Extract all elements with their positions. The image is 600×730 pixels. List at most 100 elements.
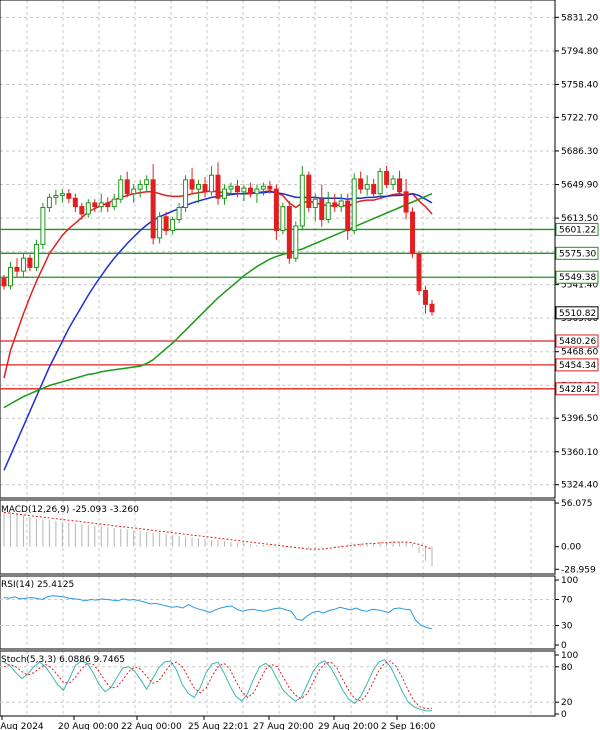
bear-candle — [384, 171, 390, 185]
level-label-box — [555, 382, 599, 396]
level-label-box — [555, 358, 599, 372]
bear-candle — [14, 266, 20, 272]
bull-candle — [111, 198, 117, 208]
gridlines — [0, 0, 555, 716]
stoch-tick-label: 100 — [561, 651, 578, 661]
rsi-tick-label: 70 — [561, 596, 573, 606]
bull-candle — [7, 266, 13, 287]
support-resistance-levels — [0, 228, 555, 390]
bear-candle — [332, 202, 338, 208]
bear-candle — [247, 187, 253, 195]
bear-candle — [345, 200, 351, 232]
bull-candle — [299, 174, 305, 227]
bull-candle — [59, 193, 65, 197]
price-tick-label: 5794.80 — [561, 47, 598, 57]
price-tick-label: 5396.50 — [561, 414, 598, 424]
bear-candle — [286, 206, 292, 259]
bear-candle — [403, 191, 409, 213]
price-frame — [0, 0, 556, 499]
macd-label: MACD(12,26,9) -25.093 -3.260 — [1, 505, 139, 515]
current-price-box — [555, 306, 599, 320]
stoch-tick-label: 0 — [561, 710, 567, 720]
moving-average-line — [3, 193, 433, 409]
bear-candle — [319, 198, 325, 220]
bear-candle — [202, 183, 208, 193]
rsi-panel: 100 70 30 0 — [0, 576, 578, 651]
price-tick-label: 5649.90 — [561, 181, 598, 191]
bull-candle — [209, 174, 215, 193]
bull-candle — [183, 179, 189, 208]
level-label: 5428.42 — [559, 385, 596, 395]
stoch-tick-label: 80 — [561, 663, 573, 673]
macd-tick-label: -28.959 — [561, 565, 596, 575]
bull-candle — [293, 225, 299, 259]
level-label-box — [555, 334, 599, 348]
price-tick-label: 5541.40 — [561, 281, 598, 291]
price-tick-label: 5324.40 — [561, 481, 598, 491]
bull-candle — [351, 178, 357, 232]
time-tick-label: 20 Aug 00:00 — [58, 722, 119, 730]
bear-candle — [423, 290, 429, 305]
bull-candle — [98, 202, 104, 208]
level-label-box — [555, 270, 599, 284]
moving-averages — [3, 190, 433, 471]
bear-candle — [410, 211, 416, 255]
bull-candle — [338, 200, 344, 208]
moving-average-line — [3, 191, 433, 471]
bear-candle — [92, 202, 98, 208]
macd-tick-label: 0.00 — [561, 543, 581, 553]
macd-tick-label: 56.075 — [561, 499, 593, 509]
bull-candle — [221, 188, 227, 199]
bear-candle — [189, 179, 195, 190]
time-tick-label: 22 Aug 00:00 — [121, 722, 182, 730]
bear-candle — [267, 185, 273, 190]
bear-candle — [27, 257, 33, 268]
bull-candle — [325, 202, 331, 220]
bull-candle — [137, 183, 143, 190]
bear-candle — [66, 193, 72, 199]
bear-candle — [416, 253, 422, 292]
time-tick-label: 27 Aug 20:00 — [253, 722, 314, 730]
rsi-tick-label: 100 — [561, 576, 578, 586]
time-tick-label: 16 Aug 2024 — [0, 722, 44, 730]
time-tick-label: 25 Aug 22:01 — [188, 722, 249, 730]
rsi-tick-label: 0 — [561, 641, 567, 651]
bull-candle — [33, 243, 39, 268]
bull-candle — [131, 188, 137, 195]
bull-candle — [390, 178, 396, 185]
bull-candle — [260, 185, 266, 190]
stoch-frame — [0, 650, 556, 717]
level-label: 5575.30 — [559, 249, 596, 259]
time-tick-label: 2 Sep 16:00 — [381, 722, 436, 730]
level-label: 5480.26 — [559, 337, 596, 347]
bull-candle — [85, 202, 91, 215]
macd-panel: 56.075 0.00 -28.959 — [3, 499, 596, 575]
time-tick-label: 29 Aug 20:00 — [318, 722, 379, 730]
bear-candle — [79, 206, 85, 215]
panel-frames — [0, 0, 556, 717]
bear-candle — [72, 197, 78, 208]
price-tick-label: 5722.70 — [561, 113, 598, 123]
bull-candle — [40, 207, 46, 245]
price-tick-label: 5758.40 — [561, 80, 598, 90]
bull-candle — [254, 188, 260, 195]
macd-frame — [0, 499, 556, 575]
bull-candle — [46, 196, 52, 209]
bear-candle — [150, 179, 156, 239]
bull-candle — [312, 198, 318, 208]
stoch-label: Stoch(5,3,3) 6.0886 9.7465 — [1, 655, 125, 665]
stoch-tick-label: 20 — [561, 698, 573, 708]
bull-candle — [228, 185, 234, 190]
bull-candle — [176, 207, 182, 220]
bull-candle — [53, 195, 59, 198]
bear-candle — [273, 188, 279, 232]
price-tick-label: 5831.20 — [561, 13, 598, 23]
current-price-label: 5510.82 — [559, 309, 596, 319]
bear-candle — [429, 303, 435, 313]
bear-candle — [234, 185, 240, 193]
bear-candle — [358, 178, 364, 190]
level-label-box — [555, 246, 599, 260]
